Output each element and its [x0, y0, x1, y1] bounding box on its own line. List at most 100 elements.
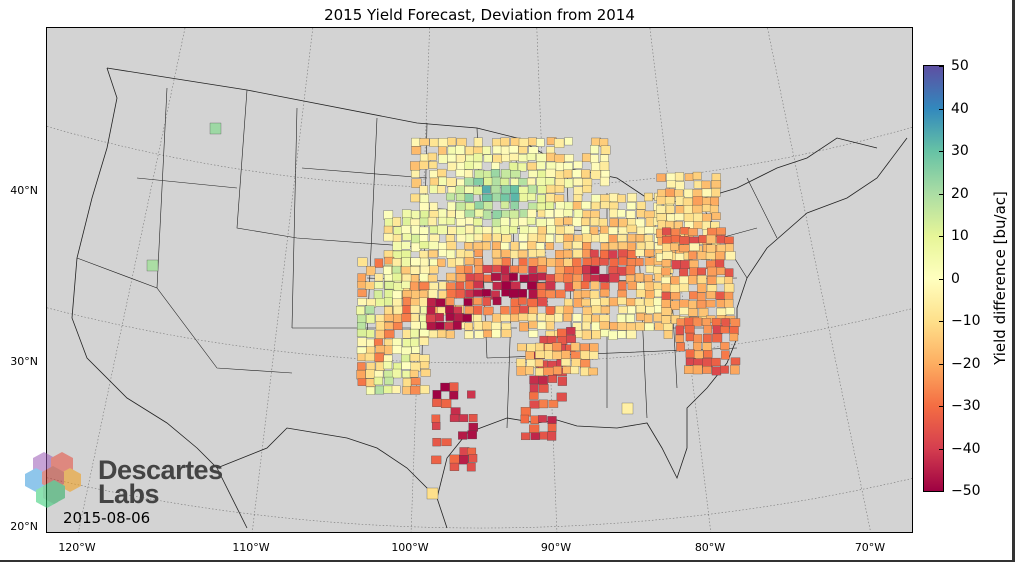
county-patch	[616, 314, 626, 324]
county-patch	[645, 306, 656, 314]
county-patch	[684, 325, 695, 334]
window-edge	[1012, 0, 1015, 562]
lat-label-20n: 20°N	[10, 520, 38, 533]
county-patch	[724, 236, 734, 244]
county-patch	[482, 210, 492, 220]
county-patch	[373, 290, 383, 300]
county-patch	[517, 162, 527, 172]
county-patch	[473, 161, 483, 170]
county-patch	[543, 367, 554, 376]
county-patch	[687, 228, 698, 237]
county-patch	[703, 325, 712, 334]
county-patch	[146, 259, 159, 272]
colorbar-tick-label: −30	[951, 398, 981, 414]
county-patch	[580, 350, 590, 360]
county-patch	[600, 242, 610, 251]
county-patch	[411, 346, 420, 354]
county-patch	[465, 225, 474, 234]
county-patch	[697, 267, 706, 276]
county-patch	[401, 250, 412, 259]
county-patch	[599, 138, 609, 147]
county-patch	[591, 137, 602, 146]
county-patch	[721, 350, 730, 360]
county-patch	[706, 291, 716, 299]
county-patch	[392, 250, 403, 259]
county-patch	[420, 265, 430, 274]
colorbar-tick-label: −10	[951, 313, 981, 329]
county-patch	[617, 281, 627, 291]
county-patch	[528, 257, 539, 267]
county-patch	[626, 224, 637, 233]
county-patch	[573, 194, 583, 202]
county-patch	[552, 342, 562, 352]
county-patch	[626, 329, 637, 340]
county-patch	[473, 297, 483, 305]
county-patch	[419, 257, 429, 267]
county-patch	[528, 265, 537, 274]
county-patch	[418, 290, 428, 299]
colorbar-tick-mark	[939, 236, 944, 237]
county-patch	[618, 218, 628, 228]
county-patch	[546, 258, 557, 267]
county-patch	[702, 197, 711, 206]
county-patch	[392, 265, 401, 274]
county-patch	[703, 350, 713, 358]
county-patch	[702, 213, 712, 222]
county-patch	[554, 266, 565, 275]
county-patch	[446, 177, 457, 187]
county-patch	[561, 350, 571, 360]
county-patch	[729, 333, 739, 342]
county-patch	[437, 258, 446, 267]
county-patch	[500, 306, 510, 316]
county-patch	[431, 421, 441, 430]
county-patch	[518, 217, 528, 226]
county-patch	[703, 334, 712, 343]
county-patch	[627, 258, 637, 267]
county-patch	[401, 354, 411, 363]
county-patch	[427, 274, 438, 283]
county-patch	[525, 351, 535, 361]
county-patch	[401, 361, 412, 370]
county-patch	[419, 185, 428, 194]
county-patch	[392, 272, 402, 282]
county-patch	[720, 326, 730, 334]
county-patch	[519, 322, 529, 332]
county-patch	[599, 233, 609, 243]
county-patch	[508, 288, 520, 298]
county-patch	[626, 298, 636, 307]
county-patch	[509, 210, 519, 219]
county-patch	[527, 184, 537, 195]
county-patch	[644, 226, 655, 234]
county-patch	[510, 170, 521, 178]
county-patch	[627, 233, 637, 243]
county-patch	[357, 298, 367, 306]
county-patch	[527, 298, 538, 308]
county-patch	[573, 160, 583, 169]
lat-label-40n: 40°N	[10, 184, 38, 197]
county-patch	[464, 186, 474, 194]
county-patch	[491, 272, 501, 281]
colorbar-tick-mark	[939, 363, 944, 365]
county-patch	[521, 432, 531, 441]
colorbar-tick-label: 10	[951, 228, 969, 244]
county-patch	[465, 146, 475, 156]
county-patch	[517, 289, 527, 298]
county-patch	[676, 342, 685, 352]
county-patch	[419, 273, 429, 282]
county-patch	[573, 266, 583, 275]
county-patch	[617, 330, 627, 339]
county-patch	[455, 202, 466, 211]
county-patch	[449, 454, 460, 464]
county-patch	[679, 283, 689, 292]
county-patch	[581, 321, 591, 330]
map-canvas	[46, 27, 913, 533]
county-patch	[600, 145, 611, 155]
county-patch	[544, 209, 555, 218]
county-patch	[392, 217, 402, 227]
county-patch	[519, 305, 529, 314]
county-patch	[688, 308, 698, 317]
county-patch	[384, 329, 395, 339]
county-patch	[589, 226, 599, 235]
county-patch	[715, 251, 725, 261]
colorbar-tick-mark	[939, 193, 944, 195]
